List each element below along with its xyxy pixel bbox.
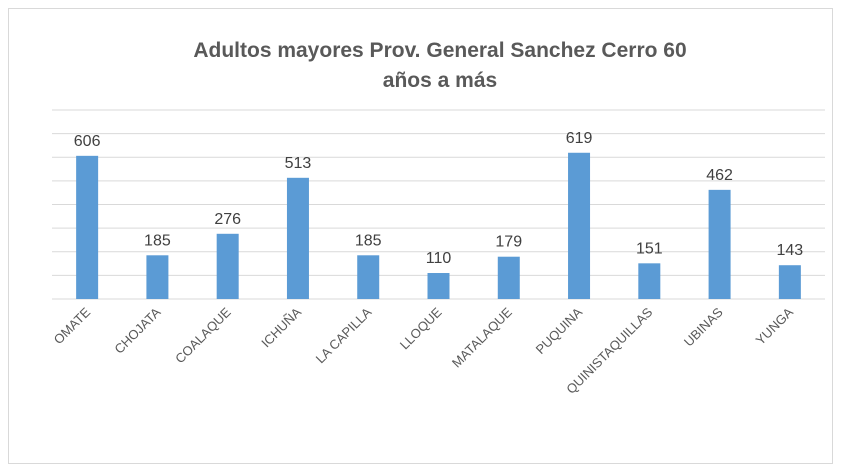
value-label: 462	[706, 167, 733, 184]
value-label: 143	[777, 242, 804, 259]
value-label: 619	[566, 130, 593, 147]
bar	[146, 255, 169, 299]
bar	[568, 152, 591, 299]
value-label: 606	[74, 133, 101, 150]
chart-title: Adultos mayores Prov. General Sanchez Ce…	[193, 39, 687, 92]
bar	[216, 233, 239, 299]
value-label: 513	[285, 155, 312, 172]
value-label: 185	[144, 232, 171, 249]
value-label: 185	[355, 232, 382, 249]
value-label: 179	[495, 234, 522, 251]
bar	[76, 155, 99, 299]
bar	[638, 263, 661, 299]
bar	[778, 265, 801, 299]
chart-border	[8, 8, 833, 464]
value-label: 151	[636, 240, 663, 257]
value-label: 110	[426, 250, 452, 267]
bar	[708, 189, 731, 299]
bar	[286, 177, 309, 299]
bar	[427, 273, 450, 299]
value-label: 276	[214, 211, 241, 228]
bar	[357, 255, 380, 299]
bar	[497, 256, 520, 299]
